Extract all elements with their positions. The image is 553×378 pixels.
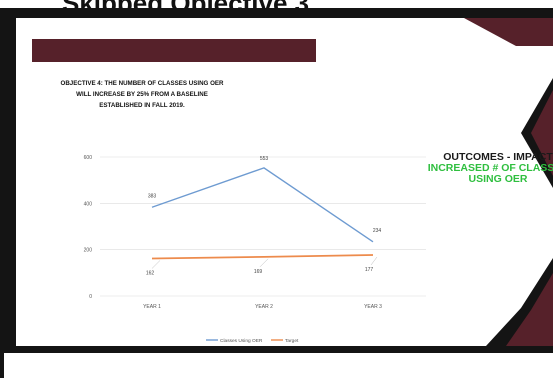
x-tick-label: YEAR 3 <box>364 304 382 310</box>
chart-grid <box>100 156 426 297</box>
outcomes-block: OUTCOMES - IMPACT INCREASED # OF CLASSES… <box>418 152 553 185</box>
y-tick-label: 200 <box>84 248 93 254</box>
below-slide-area <box>0 353 553 378</box>
data-label: 234 <box>373 228 382 234</box>
x-tick-label: YEAR 2 <box>255 304 273 310</box>
series-line-target <box>151 254 374 260</box>
top-chevron <box>464 18 553 46</box>
slide: OBJECTIVE 4: THE NUMBER OF CLASSES USING… <box>16 18 553 346</box>
data-label: 177 <box>365 267 374 273</box>
data-label-leader <box>151 260 161 269</box>
data-label: 383 <box>148 193 157 199</box>
slide-frame: OBJECTIVE 4: THE NUMBER OF CLASSES USING… <box>0 8 553 353</box>
legend-label: Classes Using OER <box>220 338 263 344</box>
outcomes-title: OUTCOMES - IMPACT <box>443 151 553 163</box>
x-axis-ticks: YEAR 1 YEAR 2 YEAR 3 <box>143 304 382 310</box>
left-edge-line <box>0 353 4 378</box>
right-chevron-top-inner <box>531 90 553 176</box>
line-chart: 0 200 400 600 YEAR 1 YEAR 2 YEAR 3 383 553 234 1… <box>84 18 553 346</box>
y-tick-label: 600 <box>84 155 93 161</box>
objective-text: OBJECTIVE 4: THE NUMBER OF CLASSES USING… <box>60 80 224 109</box>
chart-legend: Classes Using OER Target <box>206 338 299 344</box>
x-tick-label: YEAR 1 <box>143 304 161 310</box>
legend-label: Target <box>285 338 299 344</box>
decor-chevrons <box>464 18 553 346</box>
right-chevron-bottom-inner <box>506 273 553 346</box>
data-label-leader <box>259 258 269 268</box>
data-label-leader <box>370 256 378 266</box>
data-label: 553 <box>260 156 269 162</box>
title-band <box>32 39 316 62</box>
outcomes-subtitle: INCREASED # OF CLASSES <box>427 162 553 174</box>
y-tick-label: 0 <box>89 294 92 300</box>
outcomes-subtitle-2: USING OER <box>468 173 528 185</box>
data-label: 169 <box>254 269 263 275</box>
series-line-classes-using-oer <box>151 167 374 243</box>
chart-series <box>151 167 374 260</box>
y-tick-label: 400 <box>84 201 93 207</box>
data-label: 162 <box>146 270 155 276</box>
chart-data-labels: 383 553 234 162 169 177 <box>146 156 382 277</box>
y-axis-ticks: 0 200 400 600 <box>84 155 93 300</box>
